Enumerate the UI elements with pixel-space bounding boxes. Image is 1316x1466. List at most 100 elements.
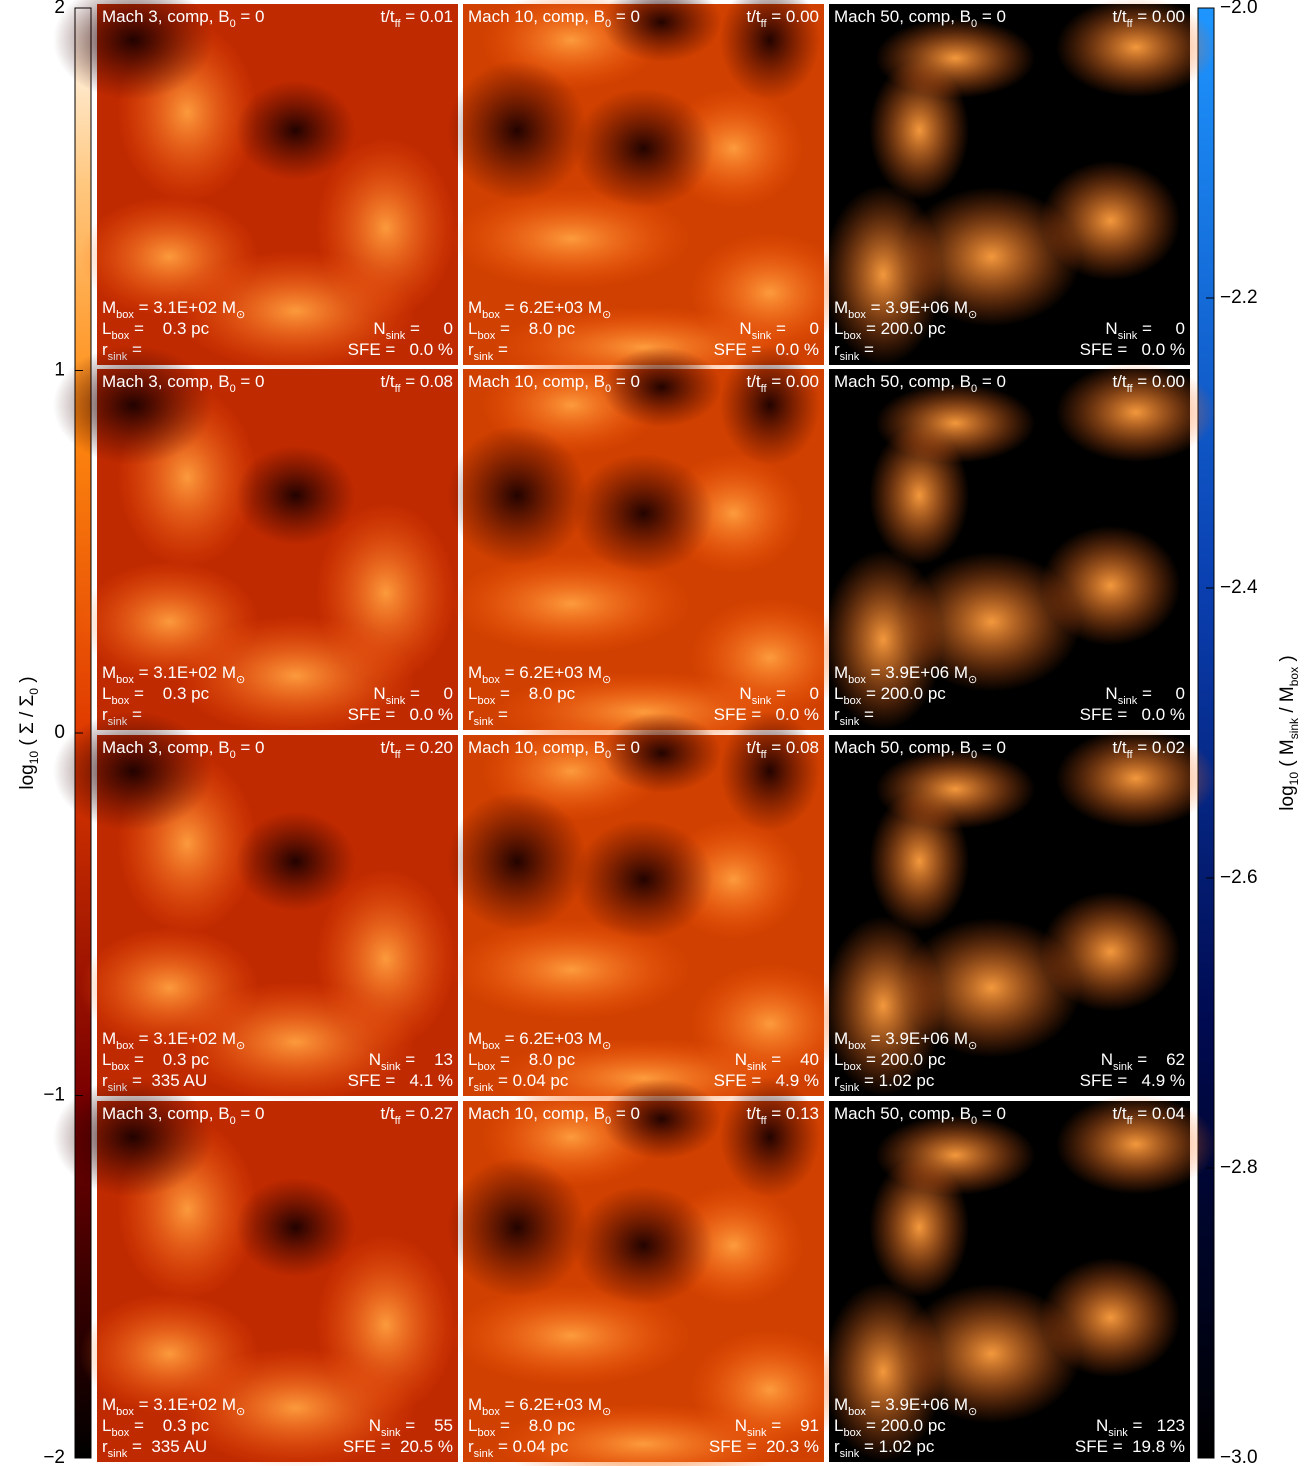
box-mass-part: ⊙ bbox=[236, 1406, 245, 1418]
sink-radius-part: = 1.02 pc bbox=[859, 1437, 935, 1456]
box-mass: Mbox = 3.9E+06 M⊙ bbox=[834, 1029, 977, 1051]
sink-radius-part: r bbox=[834, 1071, 840, 1090]
panel bbox=[53, 711, 458, 1102]
panel bbox=[447, 711, 850, 1118]
panel-time-part: ff bbox=[761, 1115, 768, 1127]
void-region bbox=[447, 425, 588, 566]
sfe: SFE = 4.1 % bbox=[348, 1071, 453, 1090]
colorbar-label: log10 ( Σ / Σ0 ) bbox=[17, 676, 41, 789]
colorbar-right bbox=[1197, 7, 1215, 1459]
box-length-part: box bbox=[843, 1061, 861, 1073]
colorbar-label-part: sink bbox=[1287, 717, 1301, 739]
panel-time: t/tff = 0.00 bbox=[746, 7, 819, 29]
sink-count-part: sink bbox=[386, 330, 406, 342]
box-mass-part: M bbox=[468, 1395, 482, 1414]
panel-time-part: ff bbox=[1127, 1115, 1134, 1127]
sink-radius-part: = 0.04 pc bbox=[493, 1071, 569, 1090]
box-mass-part: ⊙ bbox=[236, 1040, 245, 1052]
box-length-part: box bbox=[477, 330, 495, 342]
box-mass-part: = 6.2E+03 M bbox=[500, 1395, 602, 1414]
sink-count-part: sink bbox=[381, 1061, 401, 1073]
panel-time: t/tff = 0.00 bbox=[1112, 372, 1185, 394]
box-length-part: = 8.0 pc bbox=[495, 684, 575, 703]
gas-structure bbox=[1055, 0, 1216, 98]
panel-time: t/tff = 0.08 bbox=[746, 738, 819, 760]
void-region bbox=[601, 1079, 722, 1160]
sfe: SFE = 0.0 % bbox=[1080, 705, 1185, 724]
sink-count-part: = 62 bbox=[1133, 1050, 1185, 1069]
sink-count: Nsink = 0 bbox=[739, 684, 819, 706]
panel-time-part: ff bbox=[395, 383, 402, 395]
sink-radius-part: sink bbox=[840, 351, 860, 363]
panel-title-part: 0 bbox=[971, 18, 977, 30]
panel-title-part: Mach 10, comp, B bbox=[468, 372, 605, 391]
box-mass-part: M bbox=[468, 298, 482, 317]
sfe: SFE = 20.5 % bbox=[343, 1437, 453, 1456]
panel-time-part: t/t bbox=[380, 738, 394, 757]
void-region bbox=[235, 811, 356, 912]
gas-structure bbox=[901, 917, 1082, 1058]
panel-time-part: t/t bbox=[746, 7, 760, 26]
box-mass-part: M bbox=[468, 1029, 482, 1048]
sfe: SFE = 20.3 % bbox=[709, 1437, 819, 1456]
gas-structure bbox=[451, 919, 692, 1020]
box-length-part: L bbox=[468, 684, 477, 703]
gas-structure bbox=[1055, 728, 1216, 829]
sink-radius: rsink = 1.02 pc bbox=[834, 1437, 935, 1459]
tick-label: −2.2 bbox=[1220, 287, 1258, 308]
sink-radius-part: r bbox=[834, 705, 840, 724]
panel-title-part: Mach 3, comp, B bbox=[102, 7, 230, 26]
void-region bbox=[53, 1077, 214, 1198]
panel-title-part: Mach 10, comp, B bbox=[468, 7, 605, 26]
panel-title: Mach 10, comp, B0 = 0 bbox=[468, 7, 640, 29]
panel-time-part: t/t bbox=[746, 738, 760, 757]
tick-label: −3.0 bbox=[1220, 1447, 1258, 1466]
sink-count-part: N bbox=[369, 1050, 381, 1069]
panel-time-part: ff bbox=[395, 749, 402, 761]
panel bbox=[53, 1077, 458, 1466]
sink-count: Nsink = 62 bbox=[1101, 1050, 1185, 1072]
box-mass-part: ⊙ bbox=[968, 674, 977, 686]
sink-radius: rsink = 335 AU bbox=[102, 1437, 207, 1459]
box-mass-part: = 3.9E+06 M bbox=[866, 1395, 968, 1414]
panel-title-part: Mach 10, comp, B bbox=[468, 738, 605, 757]
box-mass-part: = 6.2E+03 M bbox=[500, 663, 602, 682]
box-mass-part: M bbox=[102, 298, 116, 317]
void-region bbox=[573, 88, 714, 209]
box-mass: Mbox = 3.1E+02 M⊙ bbox=[102, 298, 245, 320]
sink-count-part: N bbox=[739, 684, 751, 703]
panel-time-part: = 0.08 bbox=[767, 738, 819, 757]
void-region bbox=[235, 80, 356, 181]
box-mass-part: = 3.9E+06 M bbox=[866, 298, 968, 317]
void-region bbox=[719, 711, 820, 832]
box-length-part: = 200.0 pc bbox=[861, 319, 946, 338]
sink-radius-part: sink bbox=[840, 716, 860, 728]
panel-title: Mach 50, comp, B0 = 0 bbox=[834, 372, 1006, 394]
sink-radius-part: sink bbox=[474, 716, 494, 728]
box-length-part: box bbox=[843, 1427, 861, 1439]
panel-title-part: Mach 50, comp, B bbox=[834, 1104, 971, 1123]
panel-time: t/tff = 0.20 bbox=[380, 738, 453, 760]
box-length-part: box bbox=[111, 695, 129, 707]
panel bbox=[823, 0, 1216, 365]
gas-structure bbox=[875, 1115, 1036, 1196]
box-length-part: box bbox=[111, 330, 129, 342]
panel-time-part: = 0.02 bbox=[1133, 738, 1185, 757]
void-region bbox=[601, 0, 722, 63]
sink-count-part: = 91 bbox=[767, 1416, 819, 1435]
tick-label: 0 bbox=[54, 722, 65, 743]
panel-time-part: t/t bbox=[746, 372, 760, 391]
box-mass-part: box bbox=[482, 1040, 500, 1052]
sfe: SFE = 0.0 % bbox=[348, 340, 453, 359]
box-mass-part: = 3.9E+06 M bbox=[866, 1029, 968, 1048]
panel-title-part: = 0 bbox=[611, 738, 640, 757]
sfe: SFE = 0.0 % bbox=[348, 705, 453, 724]
box-length: Lbox = 200.0 pc bbox=[834, 319, 946, 341]
sink-radius-part: = bbox=[493, 340, 508, 359]
box-mass-part: box bbox=[482, 1406, 500, 1418]
sink-count-part: sink bbox=[752, 330, 772, 342]
sink-count-part: sink bbox=[1108, 1427, 1128, 1439]
box-mass: Mbox = 3.1E+02 M⊙ bbox=[102, 1395, 245, 1417]
void-region bbox=[53, 0, 214, 101]
